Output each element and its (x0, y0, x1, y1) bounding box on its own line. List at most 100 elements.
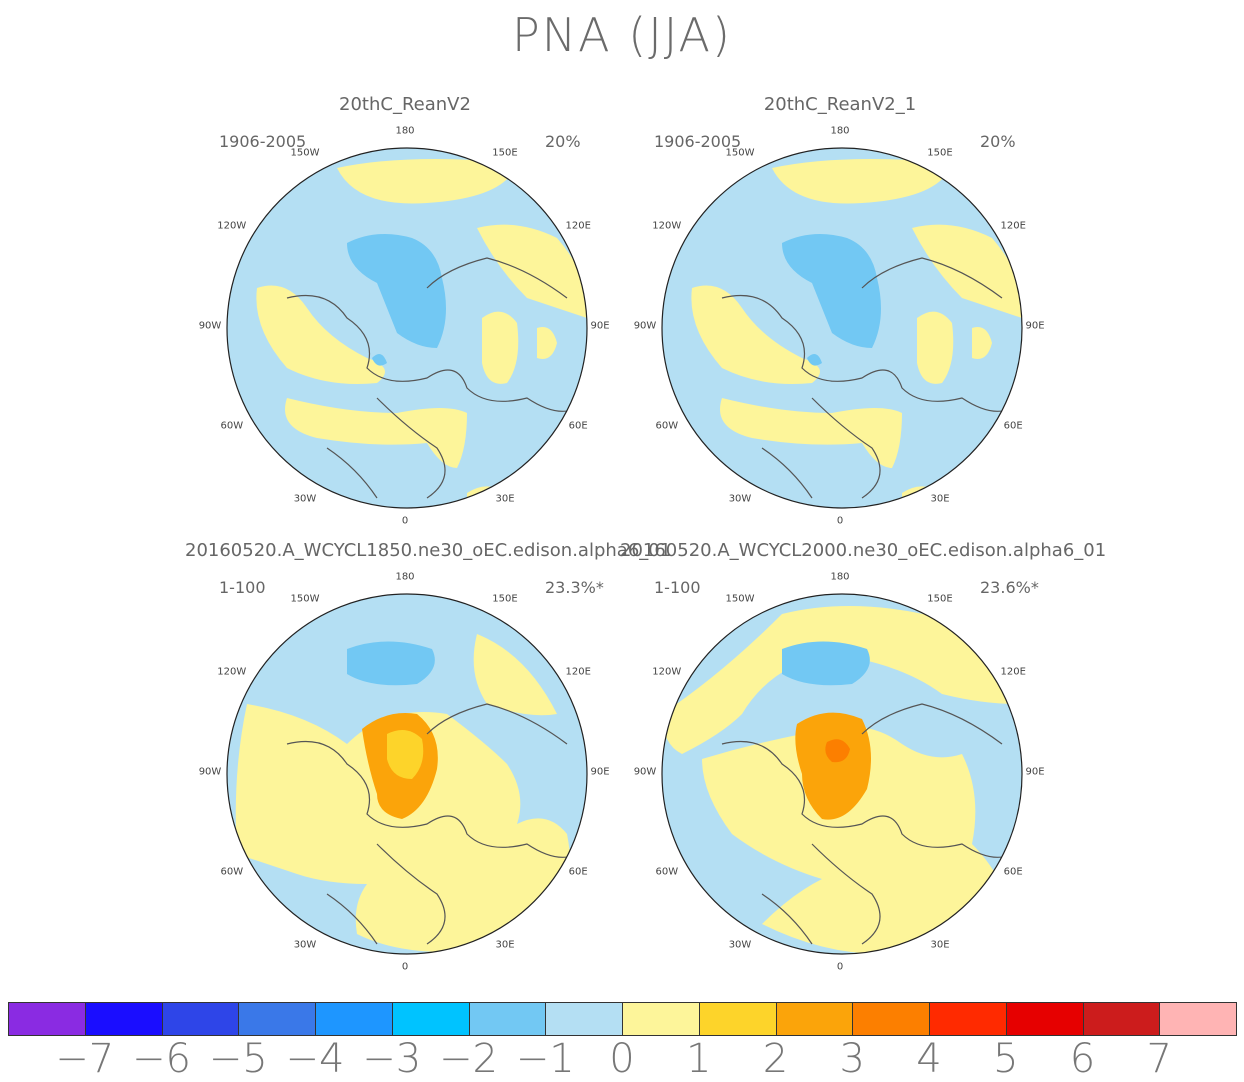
longitude-label: 30E (930, 493, 950, 505)
map-boundary (226, 147, 588, 509)
colorbar-tick-label: 5 (993, 1036, 1019, 1082)
panel-explained-variance: 23.6%* (980, 578, 1039, 597)
panel-explained-variance: 20% (545, 132, 581, 151)
anomaly-contour (347, 641, 435, 686)
panel-explained-variance: 20% (980, 132, 1016, 151)
longitude-label: 0 (401, 961, 409, 973)
anomaly-contour (825, 739, 850, 763)
anomaly-contour (347, 234, 446, 348)
anomaly-contour (337, 159, 517, 204)
colorbar-swatch (1159, 1002, 1237, 1036)
longitude-label: 150E (492, 147, 518, 159)
longitude-label: 60W (220, 420, 244, 432)
anomaly-contour (662, 606, 1017, 754)
longitude-label: 30E (495, 493, 515, 505)
anomaly-contour (972, 327, 992, 359)
longitude-label: 90W (633, 766, 657, 778)
colorbar-tick-label: 0 (609, 1036, 635, 1082)
colorbar-swatch (315, 1002, 393, 1036)
panel-title: 20thC_ReanV2_1 (763, 94, 917, 115)
longitude-label: 30W (728, 939, 752, 951)
panel-period: 1-100 (654, 578, 701, 597)
anomaly-contour (477, 224, 587, 318)
colorbar-swatch (238, 1002, 316, 1036)
panel-explained-variance: 23.3%* (545, 578, 604, 597)
anomaly-contour (795, 712, 871, 820)
longitude-label: 120E (565, 666, 591, 678)
colorbar-swatch (84, 1002, 163, 1036)
longitude-label: 150W (725, 593, 755, 605)
longitude-label: 120E (1000, 666, 1026, 678)
anomaly-contour (807, 354, 822, 366)
longitude-label: 120E (565, 220, 591, 232)
longitude-label: 30E (495, 939, 515, 951)
colorbar-swatch (929, 1002, 1007, 1036)
anomaly-contour (917, 311, 954, 384)
longitude-label: 90W (198, 766, 222, 778)
longitude-label: 90W (198, 320, 222, 332)
polar-map (226, 147, 588, 509)
longitude-label: 90E (590, 320, 610, 332)
longitude-label: 90W (633, 320, 657, 332)
polar-map (661, 593, 1023, 955)
longitude-label: 90E (1025, 766, 1045, 778)
anomaly-contour (772, 159, 952, 204)
panel-title: 20thC_ReanV2 (339, 94, 471, 115)
colorbar-swatch (775, 1002, 854, 1036)
panel-period: 1906-2005 (654, 132, 742, 151)
colorbar-tick-label: −5 (208, 1036, 268, 1082)
coastline (286, 257, 578, 499)
colorbar-swatch (161, 1002, 240, 1036)
longitude-label: 30W (293, 493, 317, 505)
coastline (721, 257, 1013, 499)
longitude-label: 180 (395, 571, 415, 583)
anomaly-contour (473, 634, 557, 716)
map-panel-2: 20thC_ReanV2_1 1906-2005 20% 0 30E 60E 90E 120E… (620, 94, 1060, 556)
colorbar-swatch (545, 1002, 623, 1036)
longitude-label: 60E (568, 866, 588, 878)
colorbar-swatch (698, 1002, 777, 1036)
longitude-label: 150E (927, 593, 953, 605)
polar-map (661, 147, 1023, 509)
polar-map (226, 593, 588, 955)
colorbar-tick-label: 6 (1069, 1036, 1096, 1082)
colorbar-swatch (1005, 1002, 1084, 1036)
colorbar (8, 1002, 1237, 1036)
anomaly-contour (285, 398, 467, 468)
map-panel-4: 20160520.A_WCYCL2000.ne30_oEC.edison.alp… (620, 540, 1107, 1002)
colorbar-tick-label: −4 (285, 1036, 345, 1082)
longitude-label: 0 (836, 515, 844, 527)
colorbar-tick-label: −2 (439, 1036, 498, 1082)
longitude-label: 120W (652, 220, 682, 232)
map-panel-1: 20thC_ReanV2 1906-2005 20% 0 30E 60E 90E 120E 15… (185, 94, 625, 556)
anomaly-contour (482, 311, 519, 384)
colorbar-swatch (1082, 1002, 1161, 1036)
longitude-label: 0 (401, 515, 409, 527)
colorbar-tick-label: −7 (55, 1036, 115, 1082)
anomaly-contour (537, 327, 557, 359)
map-panel-3: 20160520.A_WCYCL1850.ne30_oEC.edison.alp… (185, 540, 672, 1002)
panel-period: 1-100 (219, 578, 266, 597)
longitude-label: 30W (293, 939, 317, 951)
colorbar-labels: −7 −6 −5 −4 −3 −2 −1 0 1 2 3 4 5 6 7 (8, 1036, 1236, 1082)
coastline (721, 703, 1013, 945)
colorbar-tick-label: 4 (916, 1036, 942, 1082)
longitude-label: 150W (290, 147, 320, 159)
longitude-label: 150W (725, 147, 755, 159)
longitude-label: 0 (836, 961, 844, 973)
longitude-label: 60E (1003, 420, 1023, 432)
panel-title: 20160520.A_WCYCL2000.ne30_oEC.edison.alp… (620, 540, 1107, 561)
colorbar-swatch (852, 1002, 930, 1036)
anomaly-contour (387, 730, 424, 779)
longitude-label: 120W (652, 666, 682, 678)
colorbar-tick-label: −3 (362, 1036, 422, 1082)
longitude-label: 150E (492, 593, 518, 605)
longitude-label: 150W (290, 593, 320, 605)
panel-period: 1906-2005 (219, 132, 307, 151)
panel-title: 20160520.A_WCYCL1850.ne30_oEC.edison.alp… (185, 540, 672, 561)
anomaly-contour (912, 224, 1022, 318)
colorbar-tick-label: 2 (762, 1036, 789, 1082)
anomaly-contour (782, 234, 881, 348)
anomaly-contour (720, 398, 902, 468)
longitude-label: 60W (655, 420, 679, 432)
